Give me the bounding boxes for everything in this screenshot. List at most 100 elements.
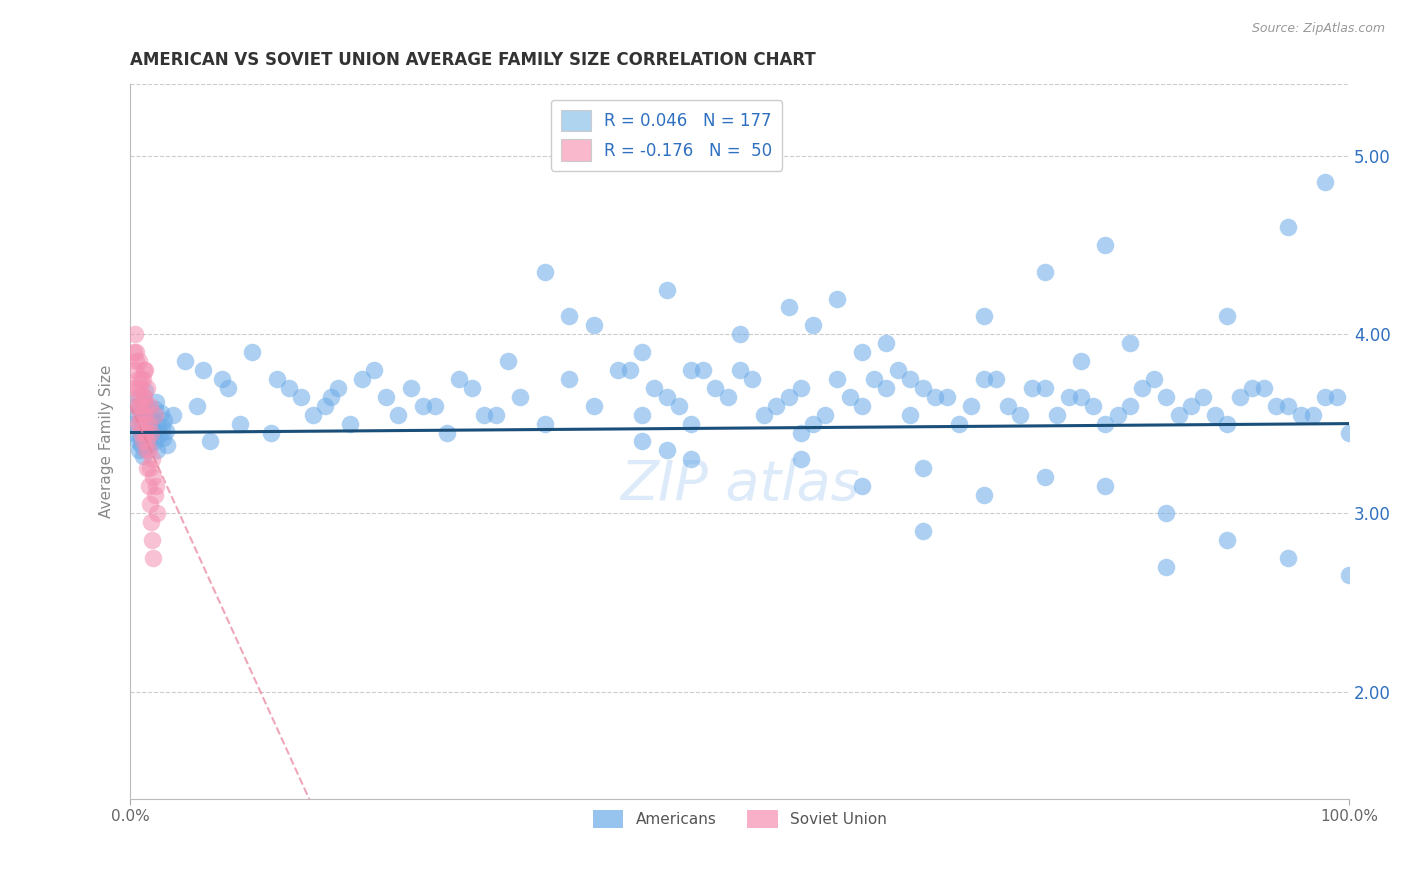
Point <box>1033 265 1056 279</box>
Point <box>363 363 385 377</box>
Point <box>973 310 995 324</box>
Point <box>131 390 153 404</box>
Point <box>619 363 641 377</box>
Point <box>1302 408 1324 422</box>
Point <box>851 479 873 493</box>
Point <box>558 310 581 324</box>
Point <box>198 434 221 449</box>
Point <box>129 431 152 445</box>
Point <box>174 354 197 368</box>
Point <box>1277 550 1299 565</box>
Point <box>485 408 508 422</box>
Point <box>851 345 873 359</box>
Point <box>1313 175 1336 189</box>
Point <box>127 434 149 449</box>
Point <box>1130 381 1153 395</box>
Point <box>149 406 172 420</box>
Point <box>1339 425 1361 440</box>
Point <box>139 461 162 475</box>
Point <box>127 408 149 422</box>
Point <box>973 372 995 386</box>
Point <box>146 506 169 520</box>
Point <box>1229 390 1251 404</box>
Point <box>900 372 922 386</box>
Point <box>1253 381 1275 395</box>
Point <box>124 327 146 342</box>
Point <box>1180 399 1202 413</box>
Point <box>1289 408 1312 422</box>
Point <box>655 283 678 297</box>
Point <box>1204 408 1226 422</box>
Point <box>1339 568 1361 582</box>
Point <box>131 434 153 449</box>
Point <box>129 417 152 431</box>
Point <box>162 408 184 422</box>
Point <box>314 399 336 413</box>
Point <box>728 327 751 342</box>
Point <box>778 301 800 315</box>
Point <box>582 318 605 333</box>
Point <box>125 345 148 359</box>
Point <box>911 461 934 475</box>
Point <box>1033 470 1056 484</box>
Point <box>997 399 1019 413</box>
Point <box>127 381 149 395</box>
Point <box>350 372 373 386</box>
Point <box>186 399 208 413</box>
Point <box>148 417 170 431</box>
Point <box>139 408 162 422</box>
Point <box>129 425 152 440</box>
Point <box>122 417 145 431</box>
Point <box>339 417 361 431</box>
Point <box>132 406 155 420</box>
Point <box>1119 399 1142 413</box>
Point <box>960 399 983 413</box>
Point <box>717 390 740 404</box>
Point <box>801 318 824 333</box>
Point <box>136 381 159 395</box>
Point <box>138 479 160 493</box>
Point <box>193 363 215 377</box>
Point <box>240 345 263 359</box>
Point <box>134 442 156 456</box>
Point <box>1046 408 1069 422</box>
Point <box>152 431 174 445</box>
Point <box>887 363 910 377</box>
Point <box>754 408 776 422</box>
Point <box>1216 417 1239 431</box>
Point <box>142 550 165 565</box>
Point <box>217 381 239 395</box>
Point <box>606 363 628 377</box>
Point <box>153 413 176 427</box>
Point <box>399 381 422 395</box>
Point <box>741 372 763 386</box>
Point <box>984 372 1007 386</box>
Point <box>124 425 146 440</box>
Point <box>139 399 162 413</box>
Point <box>132 408 155 422</box>
Point <box>679 452 702 467</box>
Point <box>138 431 160 445</box>
Point <box>229 417 252 431</box>
Point <box>1192 390 1215 404</box>
Point <box>131 449 153 463</box>
Point <box>139 425 162 440</box>
Point <box>1057 390 1080 404</box>
Point <box>558 372 581 386</box>
Point <box>141 533 163 547</box>
Text: Source: ZipAtlas.com: Source: ZipAtlas.com <box>1251 22 1385 36</box>
Point <box>128 399 150 413</box>
Point <box>124 363 146 377</box>
Point <box>139 497 162 511</box>
Point <box>138 443 160 458</box>
Point <box>412 399 434 413</box>
Point <box>136 417 159 431</box>
Point <box>211 372 233 386</box>
Point <box>135 443 157 458</box>
Point <box>1156 390 1178 404</box>
Point <box>142 425 165 440</box>
Point <box>801 417 824 431</box>
Point <box>1156 506 1178 520</box>
Point <box>326 381 349 395</box>
Point <box>143 488 166 502</box>
